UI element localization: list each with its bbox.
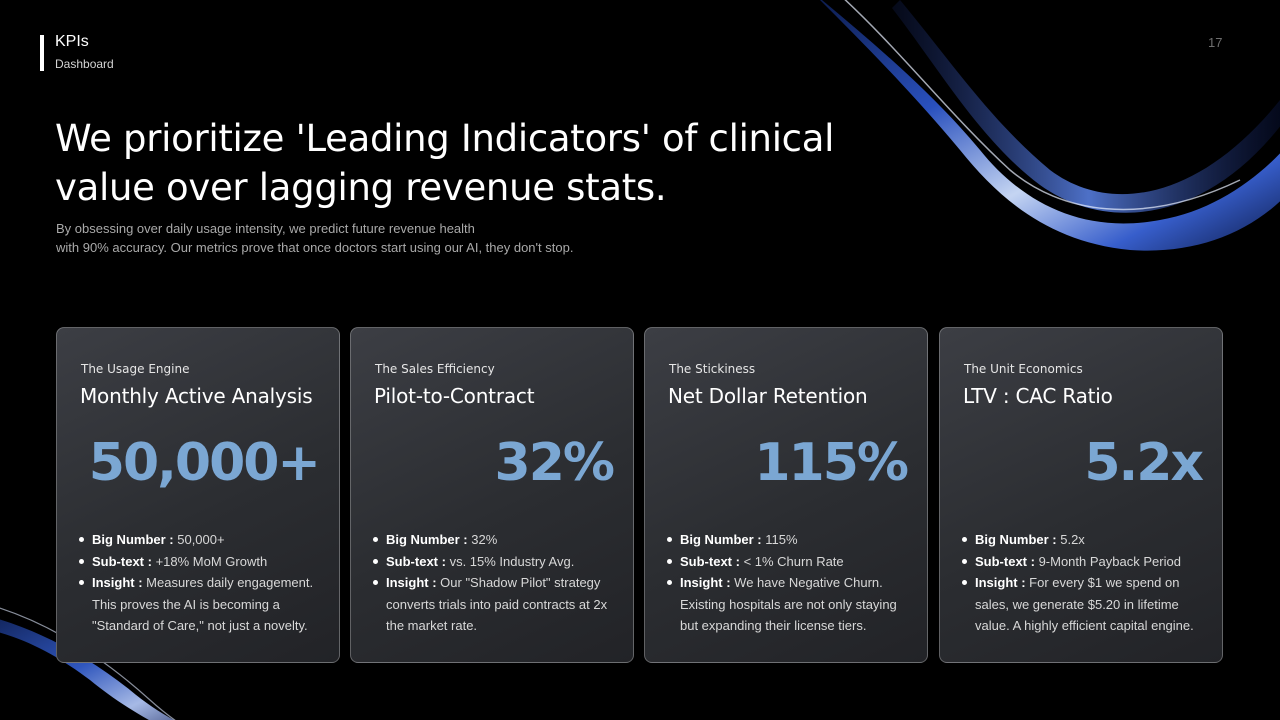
card-title: LTV : CAC Ratio <box>963 384 1113 408</box>
card-eyebrow: The Sales Efficiency <box>375 362 495 376</box>
bullet-item: Insight : Measures daily engagement. Thi… <box>79 572 329 637</box>
card-bullet-list: Big Number : 5.2x Sub-text : 9-Month Pay… <box>962 529 1212 637</box>
bullet-label: Sub-text : <box>975 553 1035 569</box>
lede-line-2: with 90% accuracy. Our metrics prove tha… <box>56 239 574 255</box>
bullet-text: Our "Shadow Pilot" strategy converts tri… <box>386 575 608 633</box>
bullet-label: Insight : <box>680 575 731 590</box>
kpi-card-stickiness: The Stickiness Net Dollar Retention 115%… <box>644 327 928 663</box>
section-title: KPIs <box>55 33 89 50</box>
card-big-number: 5.2x <box>1084 433 1204 493</box>
kpi-card-unit-economics: The Unit Economics LTV : CAC Ratio 5.2x … <box>939 327 1223 663</box>
bullet-label: Insight : <box>386 575 437 590</box>
section-accent-bar <box>40 35 44 71</box>
bullet-label: Big Number : <box>975 532 1057 547</box>
card-title: Monthly Active Analysis <box>80 384 313 408</box>
bullet-text: 50,000+ <box>173 532 225 547</box>
bullet-label: Big Number : <box>680 532 762 547</box>
card-eyebrow: The Unit Economics <box>964 362 1083 376</box>
bullet-item: Big Number : 115% <box>667 529 917 551</box>
kpi-card-usage-engine: The Usage Engine Monthly Active Analysis… <box>56 327 340 663</box>
bullet-text: 115% <box>761 532 798 547</box>
lede-line-1: By obsessing over daily usage intensity,… <box>56 221 475 236</box>
headline-line-1: We prioritize 'Leading Indicators' of cl… <box>55 117 835 160</box>
bullet-text: 32% <box>467 532 498 547</box>
bullet-item: Insight : We have Negative Churn. Existi… <box>667 572 917 637</box>
bullet-label: Sub-text : <box>92 553 152 569</box>
bullet-item: Insight : Our "Shadow Pilot" strategy co… <box>373 572 623 637</box>
bullet-item: Sub-text : < 1% Churn Rate <box>667 551 917 573</box>
card-big-number: 115% <box>754 433 909 493</box>
card-big-number: 32% <box>494 433 615 493</box>
bullet-text: We have Negative Churn. Existing hospita… <box>680 575 897 633</box>
section-subtitle: Dashboard <box>55 57 114 71</box>
bullet-item: Big Number : 5.2x <box>962 529 1212 551</box>
bullet-item: Sub-text : +18% MoM Growth <box>79 551 329 573</box>
card-eyebrow: The Stickiness <box>669 362 756 376</box>
card-bullet-list: Big Number : 32% Sub-text : vs. 15% Indu… <box>373 529 623 637</box>
headline-line-2: value over lagging revenue stats. <box>55 166 667 209</box>
bullet-text: For every $1 we spend on sales, we gener… <box>975 575 1194 633</box>
bullet-label: Sub-text : <box>680 553 740 569</box>
bullet-item: Big Number : 32% <box>373 529 623 551</box>
bullet-text: 9-Month Payback Period <box>1034 553 1181 569</box>
headline: We prioritize 'Leading Indicators' of cl… <box>55 114 835 212</box>
bullet-label: Big Number : <box>386 532 468 547</box>
card-bullet-list: Big Number : 50,000+ Sub-text : +18% MoM… <box>79 529 329 637</box>
bullet-item: Insight : For every $1 we spend on sales… <box>962 572 1212 637</box>
card-eyebrow: The Usage Engine <box>81 362 190 376</box>
card-bullet-list: Big Number : 115% Sub-text : < 1% Churn … <box>667 529 917 637</box>
card-big-number: 50,000+ <box>88 433 321 493</box>
bullet-item: Sub-text : 9-Month Payback Period <box>962 551 1212 573</box>
bullet-item: Sub-text : vs. 15% Industry Avg. <box>373 551 623 573</box>
card-title: Net Dollar Retention <box>668 384 868 408</box>
bullet-text: Measures daily engagement. This proves t… <box>92 575 314 633</box>
ribbon-decoration-top <box>820 0 1280 251</box>
lede-paragraph: By obsessing over daily usage intensity,… <box>56 220 616 257</box>
bullet-item: Big Number : 50,000+ <box>79 529 329 551</box>
kpi-card-sales-efficiency: The Sales Efficiency Pilot-to-Contract 3… <box>350 327 634 663</box>
bullet-text: < 1% Churn Rate <box>739 553 844 569</box>
bullet-text: vs. 15% Industry Avg. <box>445 553 575 569</box>
bullet-label: Sub-text : <box>386 553 446 569</box>
bullet-text: 5.2x <box>1056 532 1085 547</box>
card-title: Pilot-to-Contract <box>374 384 535 408</box>
page-number: 17 <box>1208 35 1223 50</box>
bullet-label: Insight : <box>975 575 1026 590</box>
bullet-text: +18% MoM Growth <box>151 553 268 569</box>
bullet-label: Insight : <box>92 575 143 590</box>
bullet-label: Big Number : <box>92 532 174 547</box>
